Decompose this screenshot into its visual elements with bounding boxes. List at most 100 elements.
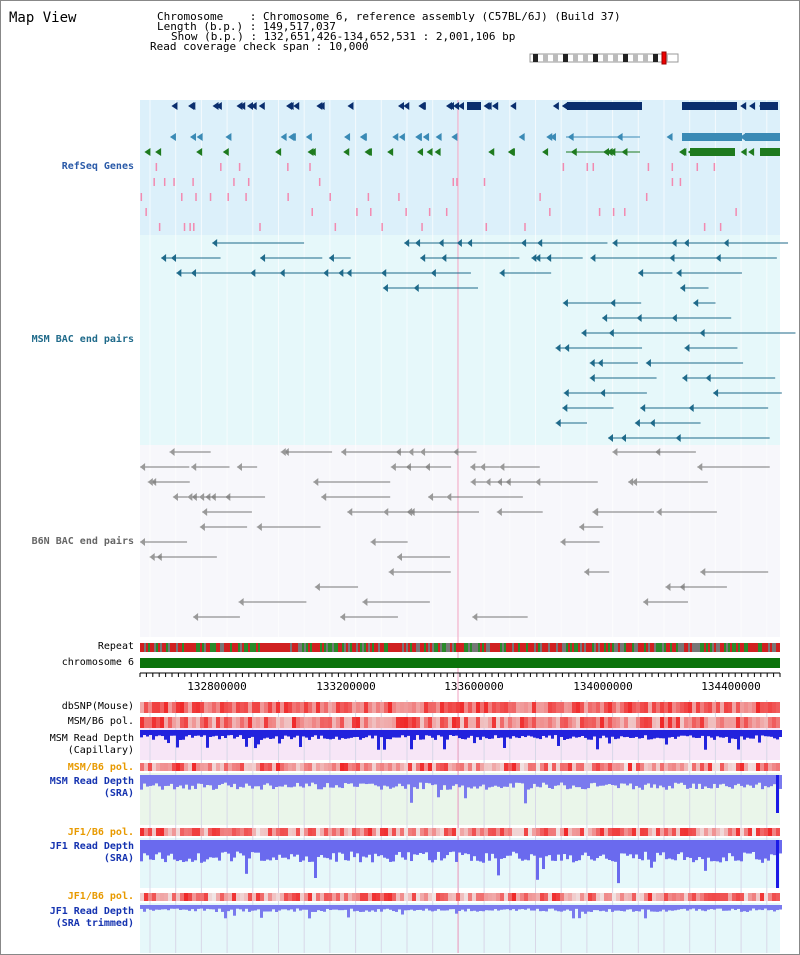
read-depth-bar	[410, 905, 413, 910]
heat-cell	[236, 828, 240, 836]
read-depth-bar	[533, 840, 536, 856]
read-depth-bar	[770, 905, 773, 910]
read-depth-bar	[422, 730, 425, 740]
heat-cell	[772, 717, 776, 728]
read-depth-bar	[551, 905, 554, 909]
heat-cell	[580, 702, 584, 713]
heat-cell	[588, 702, 592, 713]
repeat-segment	[582, 643, 584, 652]
track-label-refseq[interactable]: RefSeq Genes	[61, 161, 134, 172]
heat-cell	[472, 717, 476, 728]
read-depth-bar	[386, 840, 389, 859]
read-depth-bar	[716, 905, 719, 909]
repeat-segment	[730, 643, 732, 652]
heat-cell	[424, 828, 428, 836]
read-depth-bar	[146, 775, 149, 787]
repeat-segment	[640, 643, 642, 652]
read-depth-bar	[380, 775, 383, 790]
heat-cell	[600, 763, 604, 771]
read-depth-bar	[605, 730, 608, 738]
msm-bac-end	[693, 299, 699, 307]
read-depth-bar	[644, 775, 647, 785]
heat-cell	[348, 893, 352, 901]
repeat-segment	[544, 643, 546, 652]
repeat-segment	[622, 643, 624, 652]
heat-cell	[628, 763, 632, 771]
heat-cell	[224, 763, 228, 771]
heat-cell	[192, 763, 196, 771]
read-depth-bar	[362, 730, 365, 739]
read-depth-bar	[449, 730, 452, 736]
heat-cell	[636, 717, 640, 728]
heat-cell	[228, 828, 232, 836]
read-depth-bar	[425, 905, 428, 909]
read-depth-bar	[530, 905, 533, 911]
repeat-segment	[690, 643, 692, 652]
read-depth-bar	[449, 840, 452, 853]
read-depth-bar	[713, 775, 716, 784]
heat-cell	[324, 763, 328, 771]
read-depth-bar	[644, 840, 647, 852]
repeat-segment	[632, 643, 634, 652]
repeat-segment	[356, 643, 358, 652]
heat-cell	[628, 717, 632, 728]
read-depth-bar	[479, 840, 482, 862]
heat-cell	[336, 828, 340, 836]
repeat-segment	[392, 643, 394, 652]
msm-bac-end	[649, 419, 655, 427]
b6n-bac-end	[496, 508, 502, 516]
read-depth-bar	[158, 775, 161, 787]
heat-cell	[232, 828, 236, 836]
track-label-b6n-bac[interactable]: B6N BAC end pairs	[31, 536, 134, 547]
read-depth-bar	[290, 905, 293, 910]
repeat-segment	[148, 643, 150, 652]
read-depth-bar	[341, 730, 344, 739]
read-depth-bar	[395, 775, 398, 787]
read-depth-bar	[284, 730, 287, 736]
read-depth-bar	[665, 840, 668, 860]
heat-cell	[572, 717, 576, 728]
heat-cell	[488, 763, 492, 771]
heat-cell	[268, 893, 272, 901]
heat-cell	[392, 702, 396, 713]
heat-cell	[352, 702, 356, 713]
heat-cell	[148, 828, 152, 836]
read-depth-bar	[194, 775, 197, 789]
heat-cell	[388, 702, 392, 713]
heat-cell	[148, 717, 152, 728]
heat-cell	[468, 893, 472, 901]
read-depth-bar	[143, 905, 146, 912]
repeat-segment	[332, 643, 334, 652]
heat-cell	[436, 702, 440, 713]
heat-cell	[612, 717, 616, 728]
track-label-msm-bac[interactable]: MSM BAC end pairs	[31, 334, 134, 345]
read-depth-bar	[149, 775, 152, 786]
heat-cell	[232, 702, 236, 713]
read-depth-bar	[143, 775, 146, 784]
heat-cell	[608, 702, 612, 713]
read-depth-bar	[698, 730, 701, 738]
read-depth-bar	[749, 905, 752, 911]
heat-cell	[440, 717, 444, 728]
read-depth-bar	[245, 730, 248, 747]
repeat-segment	[516, 643, 518, 652]
heat-cell	[408, 893, 412, 901]
repeat-segment	[352, 643, 354, 652]
repeat-segment	[384, 643, 386, 652]
heat-cell	[292, 893, 296, 901]
repeat-segment	[334, 643, 336, 652]
read-depth-bar	[203, 730, 206, 736]
read-depth-bar	[461, 730, 464, 740]
gene-marker	[647, 163, 650, 171]
heat-cell	[256, 828, 260, 836]
heat-cell	[424, 702, 428, 713]
heat-cell	[464, 828, 468, 836]
heat-cell	[292, 702, 296, 713]
gene-feature	[508, 148, 515, 156]
gene-marker	[193, 223, 195, 231]
read-depth-bar	[329, 905, 332, 911]
heat-cell	[332, 893, 336, 901]
heat-cell	[340, 717, 344, 728]
heat-cell	[600, 717, 604, 728]
